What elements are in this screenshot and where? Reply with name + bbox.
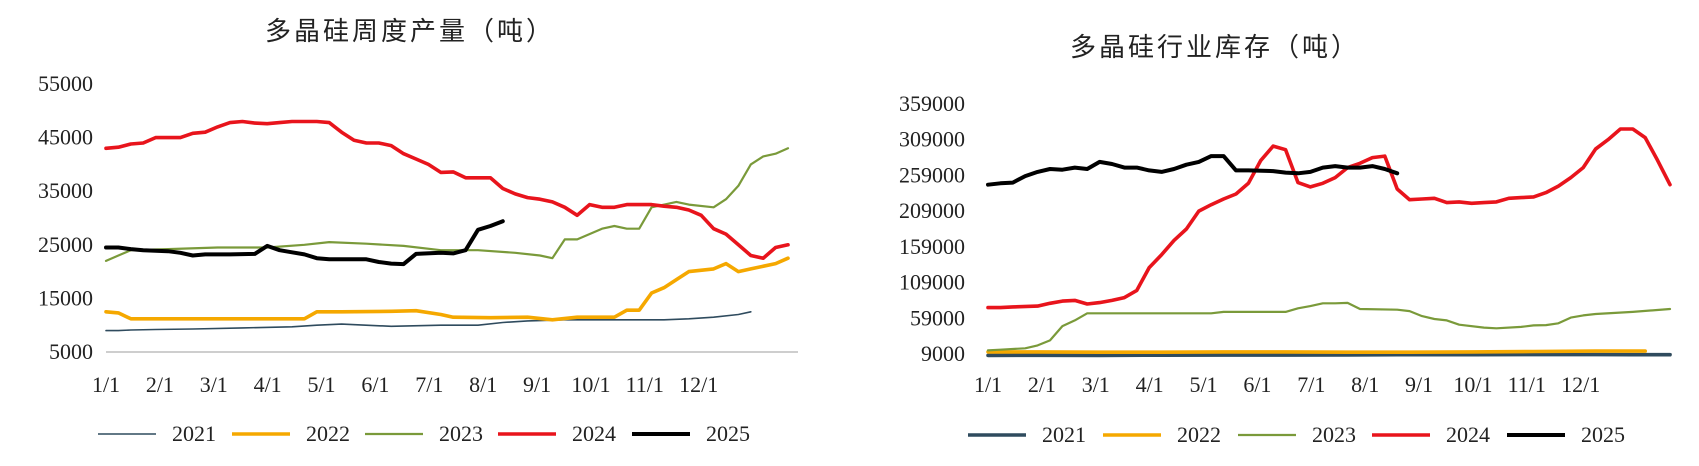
x-tick-label: 4/1: [254, 372, 282, 397]
legend-item-2025: 2025: [1507, 422, 1625, 447]
legend-label: 2025: [1581, 422, 1625, 447]
chart-series-group: [104, 119, 790, 332]
x-tick-label: 8/1: [1351, 372, 1379, 397]
legend-label: 2023: [1312, 422, 1356, 447]
y-tick-label: 109000: [899, 270, 965, 295]
y-axis-ticks: 9000 59000 109000 159000 209000 259000 309000 3…: [899, 91, 965, 366]
x-tick-label: 10/1: [571, 372, 610, 397]
series-line-2025: [986, 154, 1400, 187]
legend-item-2022: 2022: [1103, 422, 1221, 447]
x-tick-label: 2/1: [1028, 372, 1056, 397]
legend-label: 2021: [1042, 422, 1086, 447]
x-tick-label: 6/1: [1243, 372, 1271, 397]
legend-item-2023: 2023: [1238, 422, 1356, 447]
legend-label: 2022: [306, 421, 350, 446]
x-tick-label: 10/1: [1453, 372, 1492, 397]
series-line-2024: [986, 127, 1672, 310]
series-line-2023: [104, 147, 790, 262]
polysilicon-inventory-chart: 多晶硅行业库存（吨） 9000 59000 109000 159000 209000 25…: [899, 33, 1672, 447]
legend-item-2025: 2025: [632, 421, 750, 446]
legend-item-2024: 2024: [1372, 422, 1490, 447]
x-tick-label: 12/1: [1561, 372, 1600, 397]
legend-label: 2021: [172, 421, 216, 446]
y-tick-label: 359000: [899, 91, 965, 116]
chart-series-group: [986, 127, 1672, 358]
x-tick-label: 7/1: [415, 372, 443, 397]
y-tick-label: 35000: [38, 178, 93, 203]
y-tick-label: 15000: [38, 285, 93, 310]
y-axis-ticks: 5000 15000 25000 35000 45000 55000: [38, 71, 93, 364]
y-tick-label: 209000: [899, 198, 965, 223]
series-line-2022: [104, 256, 790, 322]
x-tick-label: 8/1: [469, 372, 497, 397]
y-tick-label: 5000: [49, 339, 93, 364]
x-tick-label: 2/1: [146, 372, 174, 397]
legend-item-2023: 2023: [365, 421, 483, 446]
series-line-2021: [986, 352, 1672, 358]
x-tick-label: 6/1: [361, 372, 389, 397]
series-line-2021: [105, 311, 752, 332]
chart-title: 多晶硅周度产量（吨）: [265, 17, 555, 47]
x-tick-label: 9/1: [1405, 372, 1433, 397]
series-line-2024: [104, 119, 790, 260]
x-tick-label: 3/1: [1082, 372, 1110, 397]
x-tick-label: 1/1: [92, 372, 120, 397]
series-line-2022: [986, 349, 1647, 354]
legend-item-2021: 2021: [98, 421, 216, 446]
chart-legend: 2021 2022 2023 2024 2025: [98, 421, 750, 446]
x-tick-label: 7/1: [1297, 372, 1325, 397]
x-axis-ticks: 1/1 2/1 3/1 4/1 5/1 6/1 7/1 8/1 9/1 10/1 11/1 12/1: [974, 372, 1600, 397]
y-tick-label: 25000: [38, 232, 93, 257]
legend-label: 2023: [439, 421, 483, 446]
x-tick-label: 5/1: [307, 372, 335, 397]
polysilicon-weekly-production-chart: 多晶硅周度产量（吨） 5000 15000 25000 35000 45000 55000…: [38, 17, 798, 446]
y-tick-label: 309000: [899, 127, 965, 152]
y-tick-label: 259000: [899, 162, 965, 187]
y-tick-label: 55000: [38, 71, 93, 96]
x-tick-label: 1/1: [974, 372, 1002, 397]
legend-item-2022: 2022: [232, 421, 350, 446]
x-tick-label: 11/1: [1508, 372, 1546, 397]
legend-label: 2025: [706, 421, 750, 446]
y-tick-label: 159000: [899, 234, 965, 259]
x-tick-label: 9/1: [523, 372, 551, 397]
y-tick-label: 59000: [910, 305, 965, 330]
x-tick-label: 3/1: [200, 372, 228, 397]
series-line-2025: [104, 219, 505, 267]
y-tick-label: 45000: [38, 125, 93, 150]
y-tick-label: 9000: [921, 341, 965, 366]
legend-item-2024: 2024: [498, 421, 616, 446]
x-tick-label: 12/1: [679, 372, 718, 397]
legend-label: 2024: [572, 421, 616, 446]
legend-item-2021: 2021: [968, 422, 1086, 447]
chart-legend: 2021 2022 2023 2024 2025: [968, 422, 1625, 447]
legend-label: 2024: [1446, 422, 1490, 447]
chart-title: 多晶硅行业库存（吨）: [1070, 33, 1360, 63]
x-tick-label: 4/1: [1136, 372, 1164, 397]
legend-label: 2022: [1177, 422, 1221, 447]
x-axis-ticks: 1/1 2/1 3/1 4/1 5/1 6/1 7/1 8/1 9/1 10/1 11/1 12/1: [92, 372, 718, 397]
series-line-2023: [986, 301, 1672, 352]
x-tick-label: 11/1: [626, 372, 664, 397]
x-tick-label: 5/1: [1189, 372, 1217, 397]
